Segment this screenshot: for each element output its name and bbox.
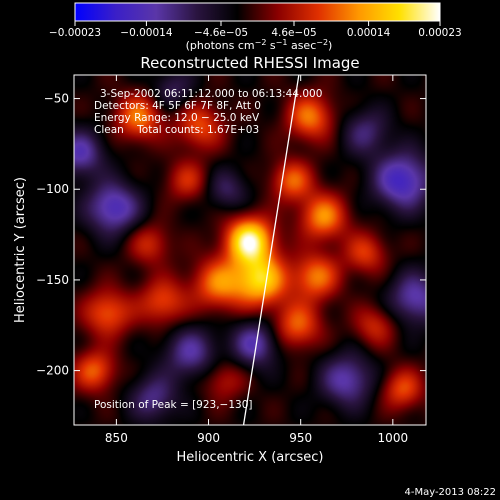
peak-position-label: Position of Peak = [923,−130] (94, 399, 253, 411)
y-tick-label: −50 (44, 92, 69, 106)
chart-title: Reconstructed RHESSI Image (140, 54, 359, 72)
solar-limb-line (242, 75, 300, 425)
info-line-time: 3-Sep-2002 06:11:12.000 to 06:13:44.000 (100, 88, 322, 100)
x-axis-ticks: 850 900 950 1000 (105, 75, 408, 445)
colorbar-tick-label: 0.00014 (347, 27, 391, 39)
x-tick-label: 1000 (378, 431, 409, 445)
y-tick-label: −150 (36, 273, 69, 287)
colorbar (74, 2, 441, 22)
x-tick-label: 950 (289, 431, 312, 445)
y-tick-label: −100 (36, 182, 69, 196)
colorbar-tick-label: −0.00023 (49, 27, 101, 39)
y-axis-label: Heliocentric Y (arcsec) (13, 177, 28, 323)
x-axis-label: Heliocentric X (arcsec) (177, 450, 324, 465)
footer-date: 4-May-2013 08:22 (404, 487, 496, 498)
colorbar-tick-label: 0.00023 (418, 27, 461, 39)
colorbar-tick-label: −4.6e−05 (194, 27, 248, 39)
x-tick-label: 900 (197, 431, 220, 445)
y-tick-label: −200 (36, 364, 69, 378)
info-line-energy: Energy Range: 12.0 − 25.0 keV (94, 112, 260, 124)
colorbar-tick-label: −0.00014 (120, 27, 173, 39)
colorbar-units: (photons cm−2 s−1 asec−2) (186, 38, 333, 52)
info-line-counts: Clean Total counts: 1.67E+03 (94, 124, 259, 136)
colorbar-tick-label: 4.6e−05 (271, 27, 316, 39)
y-axis-ticks: −50 −100 −150 −200 (36, 92, 426, 378)
colorbar-ticks: −0.00023 −0.00014 −4.6e−05 4.6e−05 0.00014 0.… (49, 21, 462, 39)
x-tick-label: 850 (105, 431, 128, 445)
plot-frame (73, 74, 427, 426)
heatmap-image (74, 75, 426, 425)
heatmap-image-container (74, 75, 426, 425)
info-block: 3-Sep-2002 06:11:12.000 to 06:13:44.000 … (94, 88, 322, 136)
info-line-detectors: Detectors: 4F 5F 6F 7F 8F, Att 0 (94, 100, 261, 112)
